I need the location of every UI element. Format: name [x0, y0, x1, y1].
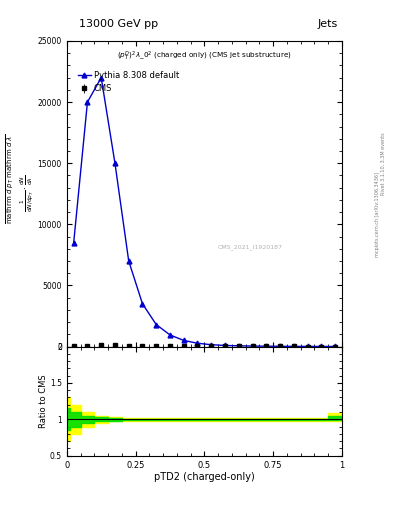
Text: 13000 GeV pp: 13000 GeV pp: [79, 18, 158, 29]
Pythia 8.308 default: [237, 343, 241, 349]
Pythia 8.308 default: [305, 344, 310, 350]
Pythia 8.308 default: [222, 343, 227, 349]
Pythia 8.308 default: [72, 240, 76, 246]
Text: Rivet 3.1.10, 3.3M events: Rivet 3.1.10, 3.3M events: [381, 133, 386, 195]
Text: mcplots.cern.ch [arXiv:1306.3436]: mcplots.cern.ch [arXiv:1306.3436]: [375, 173, 380, 258]
Pythia 8.308 default: [250, 343, 255, 349]
Pythia 8.308 default: [99, 75, 104, 81]
Pythia 8.308 default: [140, 301, 145, 307]
Pythia 8.308 default: [182, 337, 186, 344]
Legend: Pythia 8.308 default, CMS: Pythia 8.308 default, CMS: [75, 68, 183, 97]
Text: $\mathrm{mathrm}\ d^2N$
$\overline{\mathrm{mathrm}\ d\ p_T\ \mathrm{mathrm}\ d\ : $\mathrm{mathrm}\ d^2N$ $\overline{\math…: [0, 134, 16, 224]
Y-axis label: Ratio to CMS: Ratio to CMS: [39, 374, 48, 428]
Y-axis label: $\frac{1}{\mathrm{d}N/\mathrm{d}p_T} \cdot \frac{\mathrm{d}N}{\mathrm{d}\lambda}: $\frac{1}{\mathrm{d}N/\mathrm{d}p_T} \cd…: [19, 175, 36, 212]
Pythia 8.308 default: [113, 160, 118, 166]
Pythia 8.308 default: [319, 344, 324, 350]
Pythia 8.308 default: [127, 258, 131, 264]
Pythia 8.308 default: [333, 344, 338, 350]
Text: CMS_2021_I1920187: CMS_2021_I1920187: [218, 245, 283, 250]
Pythia 8.308 default: [154, 322, 159, 328]
Pythia 8.308 default: [195, 340, 200, 346]
Text: $(p_T^D)^2\lambda\_0^2$ (charged only) (CMS jet substructure): $(p_T^D)^2\lambda\_0^2$ (charged only) (…: [117, 50, 292, 63]
Pythia 8.308 default: [278, 343, 283, 349]
Text: Jets: Jets: [318, 18, 338, 29]
X-axis label: pTD2 (charged-only): pTD2 (charged-only): [154, 472, 255, 482]
Line: Pythia 8.308 default: Pythia 8.308 default: [71, 75, 338, 349]
Pythia 8.308 default: [85, 99, 90, 105]
Pythia 8.308 default: [292, 344, 296, 350]
Pythia 8.308 default: [209, 342, 214, 348]
Pythia 8.308 default: [264, 343, 269, 349]
Pythia 8.308 default: [168, 332, 173, 338]
